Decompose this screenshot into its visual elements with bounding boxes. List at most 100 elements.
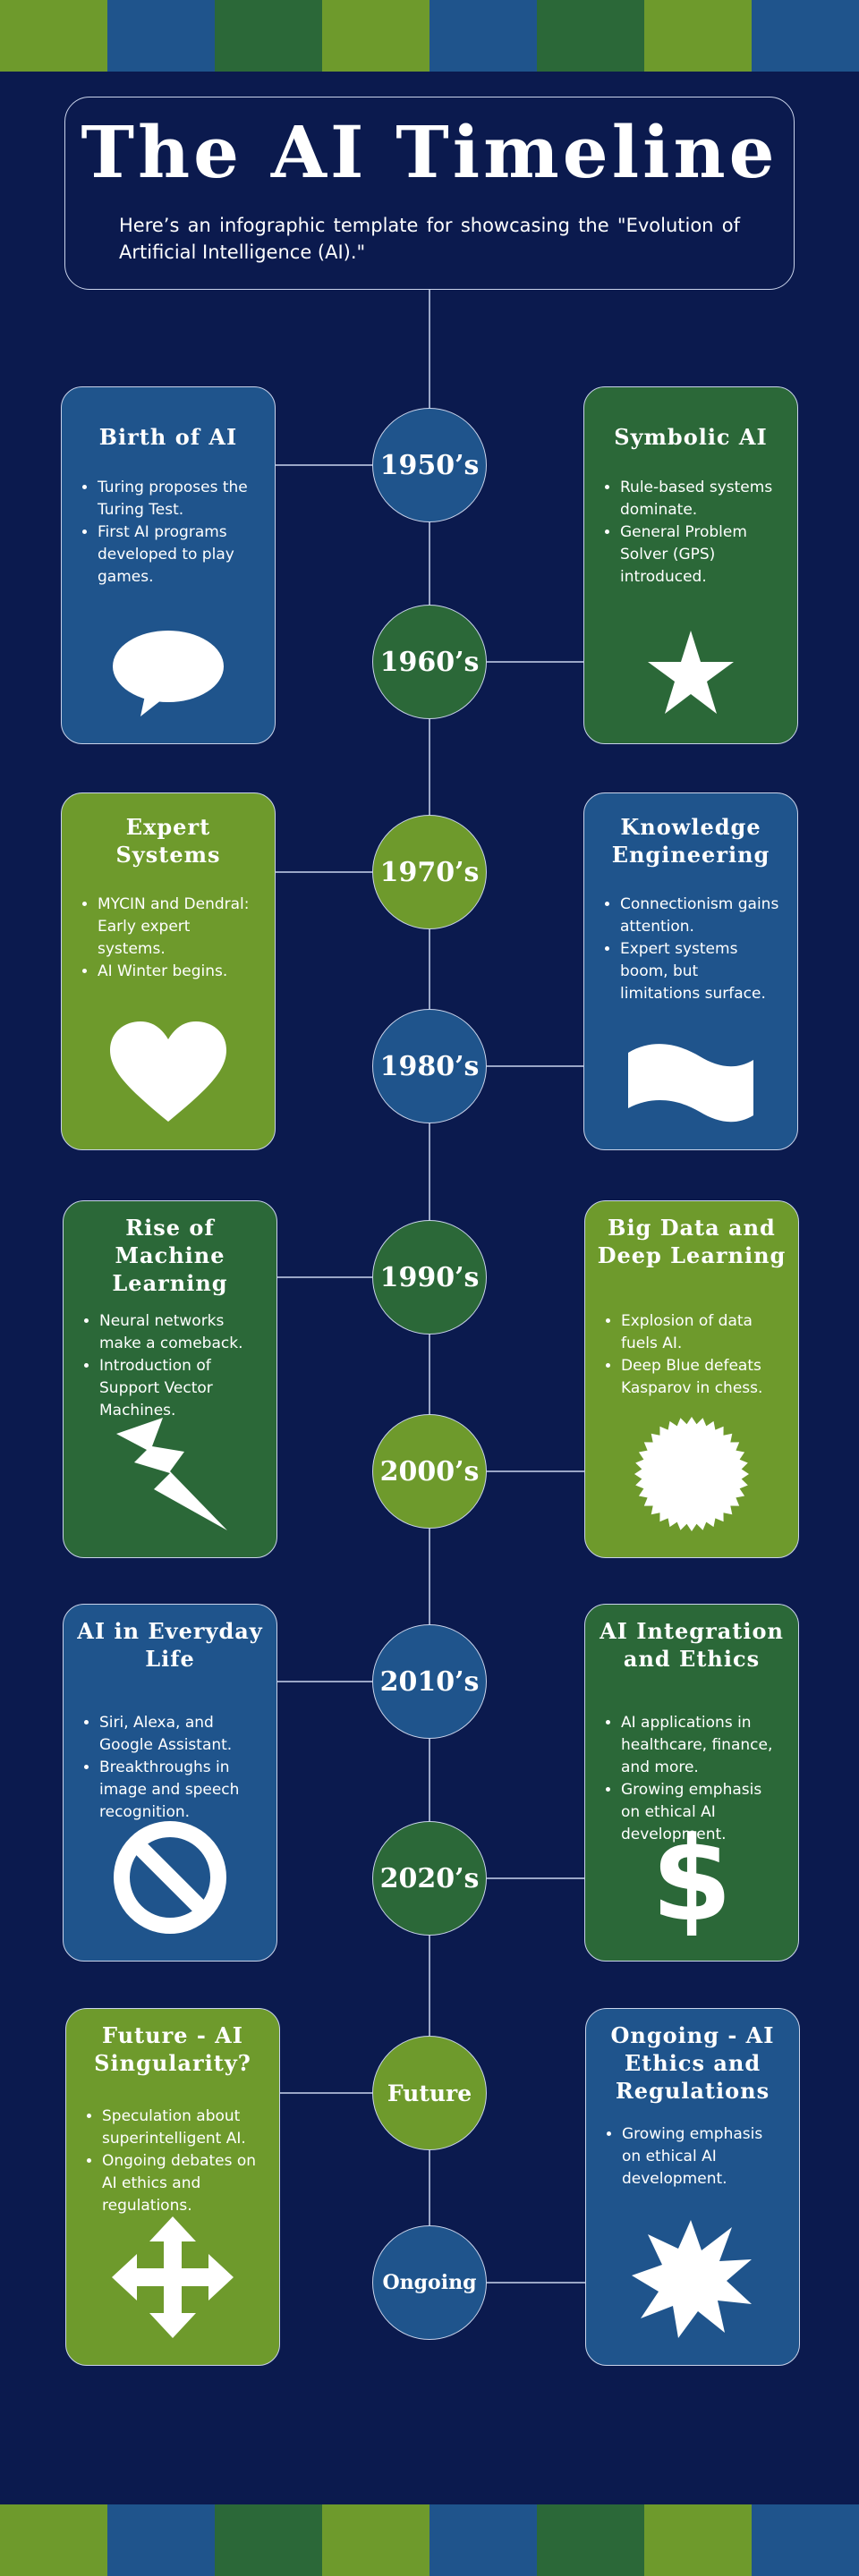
stripe-segment xyxy=(215,2504,322,2576)
era-circle: 2020’s xyxy=(372,1821,487,1936)
era-card-title: Expert Systems xyxy=(115,814,221,868)
era-card: Expert Systems MYCIN and Dendral: Early e… xyxy=(61,792,276,1150)
era-card: Rise of Machine Learning Neural networks … xyxy=(63,1200,277,1558)
era-card-bullets: Siri, Alexa, and Google Assistant.Breakt… xyxy=(78,1712,259,1824)
era-card-bullets: Turing proposes the Turing Test.First AI… xyxy=(76,477,257,589)
era-card-bullets: Explosion of data fuels AI.Deep Blue def… xyxy=(600,1310,780,1400)
era-card: Symbolic AI Rule-based systems dominate.G… xyxy=(583,386,798,744)
bullet-item: Growing emphasis on ethical AI developme… xyxy=(622,2123,781,2190)
connector-line xyxy=(430,1877,584,1879)
era-card-title: AI in Everyday Life xyxy=(77,1618,263,1672)
era-circle: 1980’s xyxy=(372,1009,487,1123)
stripe-segment xyxy=(322,2504,430,2576)
era-card: Knowledge Engineering Connectionism gains… xyxy=(583,792,798,1150)
stripe-segment xyxy=(430,0,537,72)
page-subtitle: Here’s an infographic template for showc… xyxy=(119,215,740,263)
era-label: 1990’s xyxy=(379,1261,480,1293)
stripe-segment xyxy=(0,0,107,72)
stripe-segment xyxy=(215,0,322,72)
connector-line xyxy=(277,1276,430,1278)
bullet-item: AI Winter begins. xyxy=(98,961,257,983)
stripe-segment xyxy=(107,0,215,72)
bullet-item: Growing emphasis on ethical AI developme… xyxy=(621,1779,780,1846)
era-card: AI Integration and Ethics AI applications… xyxy=(584,1604,799,1962)
stripe-segment xyxy=(752,2504,859,2576)
connector-line xyxy=(430,2282,585,2284)
bullet-item: Deep Blue defeats Kasparov in chess. xyxy=(621,1355,780,1400)
era-card-bullets: AI applications in healthcare, finance, … xyxy=(600,1712,780,1846)
connector-line xyxy=(276,871,430,873)
stripe-segment xyxy=(537,2504,644,2576)
bullet-item: MYCIN and Dendral: Early expert systems. xyxy=(98,894,257,961)
bullet-item: AI applications in healthcare, finance, … xyxy=(621,1712,780,1779)
era-card: Ongoing - AI Ethics and Regulations Growi… xyxy=(585,2008,800,2366)
stripe-segment xyxy=(107,2504,215,2576)
bullet-item: Rule-based systems dominate. xyxy=(620,477,779,521)
era-card-title: Big Data and Deep Learning xyxy=(597,1215,787,1268)
bullet-item: Ongoing debates on AI ethics and regulat… xyxy=(102,2150,261,2217)
bullet-item: Connectionism gains attention. xyxy=(620,894,779,938)
dollar-sign-icon: $ xyxy=(585,1819,798,1936)
stripe-segment xyxy=(0,2504,107,2576)
stripe-segment xyxy=(644,2504,752,2576)
heart-icon xyxy=(62,1021,275,1124)
era-card: Birth of AI Turing proposes the Turing Te… xyxy=(61,386,276,744)
era-card: Big Data and Deep Learning Explosion of d… xyxy=(584,1200,799,1558)
lightning-bolt-icon xyxy=(64,1416,276,1532)
era-card-bullets: Connectionism gains attention.Expert sys… xyxy=(599,894,779,1005)
era-card-title: Knowledge Engineering xyxy=(611,814,770,868)
connector-line xyxy=(276,464,430,466)
era-circle: 2010’s xyxy=(372,1624,487,1739)
header-box: The AI Timeline Here’s an infographic te… xyxy=(64,97,795,290)
connector-line xyxy=(430,1470,584,1472)
era-card-title: Symbolic AI xyxy=(614,424,768,450)
era-card-bullets: Neural networks make a comeback.Introduc… xyxy=(78,1310,259,1422)
stripe-segment xyxy=(322,0,430,72)
era-label: 1960’s xyxy=(379,646,480,678)
era-label: 2020’s xyxy=(379,1862,480,1894)
era-label: 1980’s xyxy=(379,1050,480,1082)
era-circle: Future xyxy=(372,2036,487,2150)
era-card: Future - AI Singularity? Speculation abou… xyxy=(65,2008,280,2366)
seal-burst-icon xyxy=(585,1416,798,1532)
bullet-item: First AI programs developed to play game… xyxy=(98,521,257,589)
era-label: 1970’s xyxy=(379,856,480,888)
top-color-stripe xyxy=(0,0,859,72)
four-way-arrow-icon xyxy=(66,2215,279,2340)
bullet-item: Neural networks make a comeback. xyxy=(99,1310,259,1355)
era-card-title: Future - AI Singularity? xyxy=(94,2022,251,2076)
bullet-item: General Problem Solver (GPS) introduced. xyxy=(620,521,779,589)
era-circle: 1990’s xyxy=(372,1220,487,1335)
era-card-title: Rise of Machine Learning xyxy=(112,1215,228,1296)
era-card: AI in Everyday Life Siri, Alexa, and Goog… xyxy=(63,1604,277,1962)
era-card-bullets: Rule-based systems dominate.General Prob… xyxy=(599,477,779,589)
bullet-item: Explosion of data fuels AI. xyxy=(621,1310,780,1355)
bullet-item: Siri, Alexa, and Google Assistant. xyxy=(99,1712,259,1757)
stripe-segment xyxy=(430,2504,537,2576)
star-icon xyxy=(584,629,797,718)
wave-flag-icon xyxy=(584,1044,797,1124)
connector-line xyxy=(277,1681,430,1682)
connector-line xyxy=(280,2092,430,2094)
bottom-color-stripe xyxy=(0,2504,859,2576)
era-card-bullets: Speculation about superintelligent AI.On… xyxy=(81,2106,261,2217)
era-label: 2000’s xyxy=(379,1455,480,1487)
bullet-item: Breakthroughs in image and speech recogn… xyxy=(99,1757,259,1824)
era-card-title: AI Integration and Ethics xyxy=(600,1618,784,1672)
era-circle: 1950’s xyxy=(372,408,487,522)
era-circle: 2000’s xyxy=(372,1414,487,1529)
bullet-item: Introduction of Support Vector Machines. xyxy=(99,1355,259,1422)
era-circle: 1970’s xyxy=(372,815,487,929)
connector-line xyxy=(430,1065,583,1067)
era-card-bullets: Growing emphasis on ethical AI developme… xyxy=(600,2123,781,2190)
bullet-item: Speculation about superintelligent AI. xyxy=(102,2106,261,2150)
stripe-segment xyxy=(752,0,859,72)
era-circle: Ongoing xyxy=(372,2225,487,2340)
era-card-bullets: MYCIN and Dendral: Early expert systems.… xyxy=(76,894,257,983)
no-symbol-icon xyxy=(64,1819,276,1936)
era-card-title: Ongoing - AI Ethics and Regulations xyxy=(610,2022,775,2104)
stripe-segment xyxy=(537,0,644,72)
stripe-segment xyxy=(644,0,752,72)
svg-text:$: $ xyxy=(651,1819,732,1936)
connector-line xyxy=(430,661,583,663)
